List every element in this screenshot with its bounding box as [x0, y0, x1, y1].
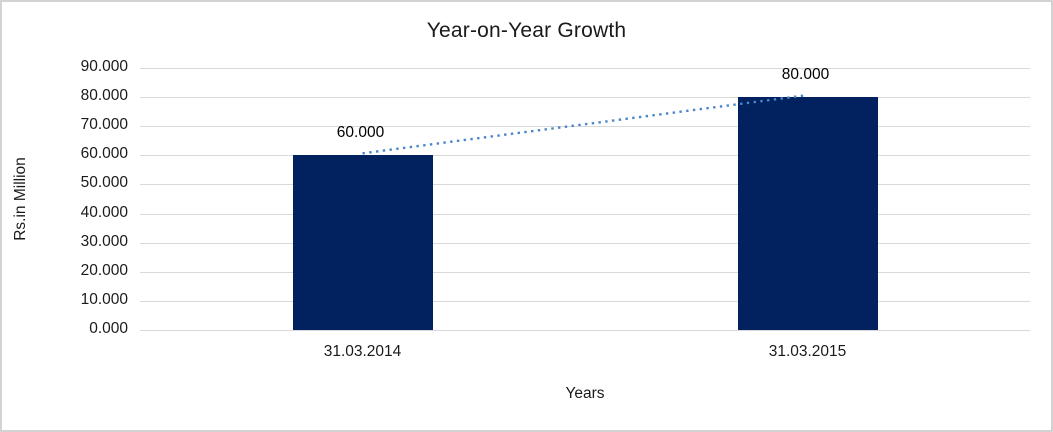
y-tick-label: 30.000 — [80, 232, 128, 250]
gridline — [140, 300, 1030, 302]
y-tick-label: 50.000 — [80, 174, 128, 192]
bar-31.03.2014 — [292, 155, 433, 330]
gridline — [140, 330, 1030, 331]
y-tick-label: 80.000 — [80, 87, 128, 105]
gridline — [140, 68, 1030, 69]
gridline — [140, 97, 1030, 99]
y-tick-label: 40.000 — [80, 203, 128, 221]
gridline — [140, 184, 1030, 186]
gridline — [140, 271, 1030, 273]
y-tick-label: 10.000 — [80, 290, 128, 308]
y-tick-label: 20.000 — [80, 261, 128, 279]
y-tick-label: 90.000 — [80, 58, 128, 75]
y-tick-label: 0.000 — [89, 320, 128, 337]
x-tick-label: 31.03.2014 — [323, 343, 402, 360]
gridline — [140, 242, 1030, 244]
bar-31.03.2015 — [737, 97, 878, 330]
gridline — [140, 213, 1030, 215]
data-label: 80.000 — [781, 66, 830, 84]
x-axis-title: Years — [565, 385, 605, 402]
x-tick-label: 31.03.2015 — [768, 343, 847, 360]
chart-title: Year-on-Year Growth — [426, 19, 627, 42]
gridline — [140, 155, 1030, 157]
y-tick-label: 60.000 — [80, 145, 128, 163]
y-tick-label: 70.000 — [80, 116, 128, 134]
gridline — [140, 126, 1030, 128]
data-label: 60.000 — [336, 124, 385, 142]
